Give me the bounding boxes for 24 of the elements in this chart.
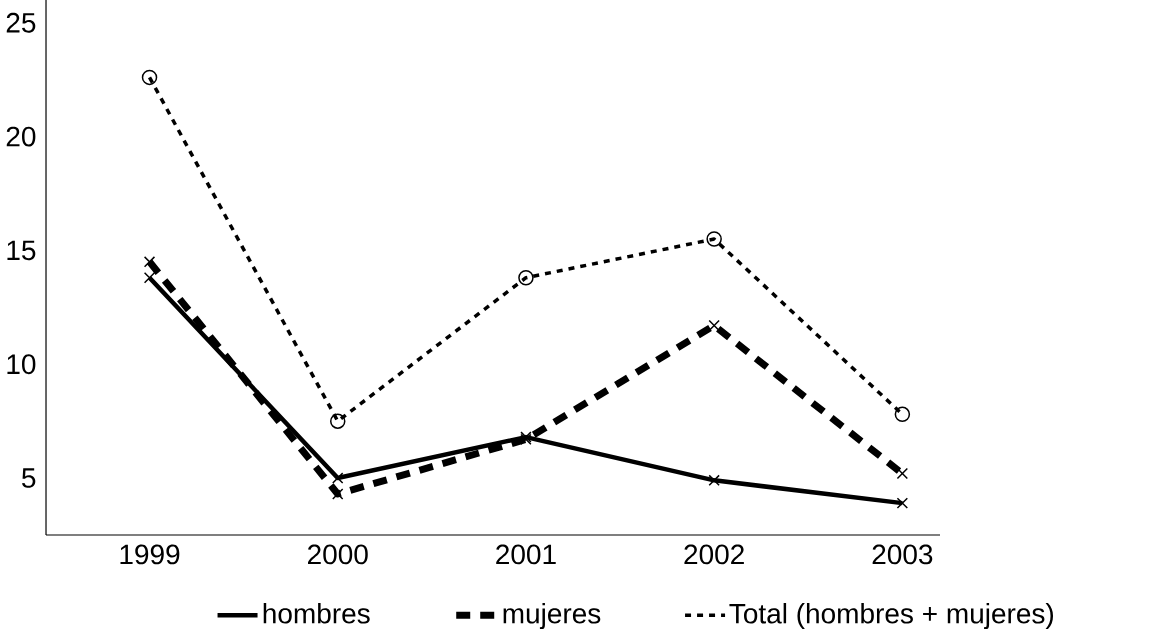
legend-label: mujeres (503, 603, 601, 630)
point (708, 474, 720, 487)
x-tick-label: 2002 (684, 544, 744, 565)
y-tick-label: 20 (6, 126, 36, 147)
x-tick-label: 2001 (496, 544, 556, 565)
point (518, 269, 534, 286)
legend-label: Total (hombres + mujeres) (729, 603, 1054, 630)
x-tick-label: 1999 (120, 544, 180, 565)
x-tick-label: 2003 (872, 544, 933, 565)
y-tick-label: 25 (6, 12, 36, 33)
y-tick-label: 5 (22, 468, 36, 488)
point (894, 406, 911, 423)
x-tick-label: 2000 (308, 544, 368, 565)
point (141, 69, 158, 86)
point (329, 413, 346, 429)
y-tick-label: 15 (7, 240, 36, 261)
y-tick-label: 10 (7, 354, 36, 375)
point (143, 256, 156, 268)
point (706, 231, 722, 247)
point (332, 472, 344, 484)
point (143, 272, 156, 284)
point (896, 467, 909, 480)
legend-label: hombres (263, 603, 370, 624)
point (896, 497, 909, 509)
